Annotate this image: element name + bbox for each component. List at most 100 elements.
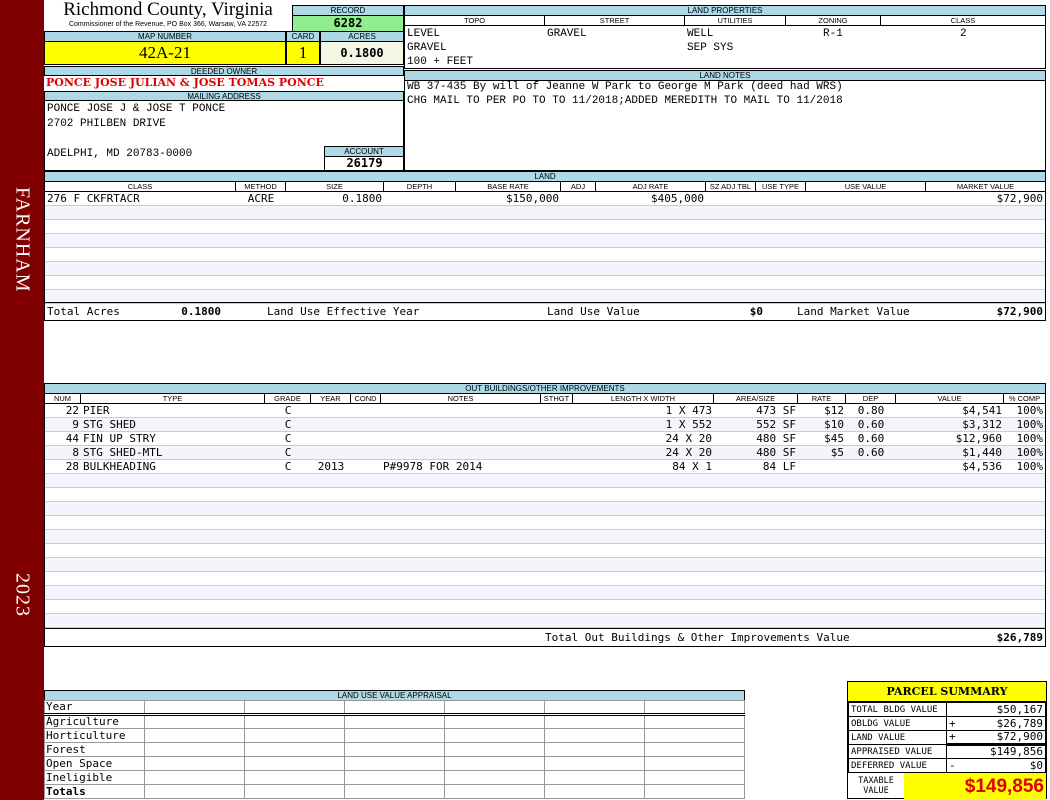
land-use-cell [544, 728, 645, 743]
table-row [45, 488, 1045, 502]
table-cell: 100% [1016, 460, 1044, 473]
table-cell [383, 446, 539, 460]
column-header: AREA/SIZE [714, 394, 798, 404]
summary-value: $50,167 [946, 702, 1046, 717]
col-utilities: UTILITIES [685, 16, 786, 26]
table-cell [386, 192, 454, 206]
land-total-use: $0 [749, 305, 763, 318]
land-use-cell [444, 770, 545, 785]
summary-row: DEFERRED VALUE - $0 [848, 758, 1046, 773]
table-cell: 28 [65, 460, 79, 473]
column-header: COND [351, 394, 381, 404]
deeded-owner-value: PONCE JOSE JULIAN & JOSE TOMAS PONCE [46, 76, 324, 89]
land-use-cell [244, 784, 345, 799]
table-row: 8 STG SHED-MTL C 24 X 20 480 SF $5 0.60 $1,440 1… [45, 446, 1045, 460]
mailing-line-3: ADELPHI, MD 20783-0000 [47, 148, 193, 160]
col-street: STREET [545, 16, 685, 26]
summary-value: - $0 [946, 758, 1046, 773]
summary-value: + $72,900 [946, 730, 1046, 746]
land-use-cell [544, 784, 645, 799]
table-cell: 2013 [317, 460, 345, 473]
table-row [45, 586, 1045, 600]
land-use-cell [644, 728, 745, 743]
column-header: RATE [798, 394, 846, 404]
summary-label: LAND VALUE [848, 730, 947, 745]
table-cell [543, 432, 571, 446]
table-row [45, 262, 1045, 276]
table-cell: 552 SF [756, 418, 796, 431]
table-cell: 100% [1016, 404, 1044, 417]
col-topo: TOPO [405, 16, 545, 26]
land-use-row-label: Year [44, 700, 145, 716]
summary-amount: $0 [1029, 758, 1043, 772]
land-use-cell [344, 714, 445, 729]
table-row [45, 290, 1045, 304]
utilities-1: WELL [687, 28, 714, 40]
column-header: BASE RATE [456, 182, 561, 192]
land-use-cell [144, 784, 245, 799]
table-cell: $12,960 [955, 432, 1002, 445]
land-total-year-label: Land Use Effective Year [267, 305, 420, 318]
table-row: 22 PIER C 1 X 473 473 SF $12 0.80 $4,541 100% [45, 404, 1045, 418]
table-cell: 100% [1016, 418, 1044, 431]
summary-row: APPRAISED VALUE $149,856 [848, 744, 1046, 759]
summary-label: DEFERRED VALUE [848, 758, 947, 773]
land-use-row: Ineligible [44, 770, 745, 785]
table-cell: $150,000 [506, 192, 559, 205]
outbuildings-total-label: Total Out Buildings & Other Improvements… [545, 631, 850, 644]
table-row: 276 F CKFRTACR ACRE 0.1800 $150,000 $405,000… [45, 192, 1045, 206]
table-cell: STG SHED-MTL [83, 446, 163, 459]
table-cell: 1 X 473 [665, 404, 712, 417]
land-use-cell [144, 742, 245, 757]
land-use-cell [244, 770, 345, 785]
land-use-row: Horticulture [44, 728, 745, 743]
table-row: 44 FIN UP STRY C 24 X 20 480 SF $45 0.60 $12,96… [45, 432, 1045, 446]
land-total-use-label: Land Use Value [547, 305, 640, 318]
land-use-cell [544, 742, 645, 757]
land-use-cell [244, 756, 345, 771]
land-use-cell [144, 714, 245, 729]
table-row [45, 234, 1045, 248]
table-cell: 0.60 [857, 432, 885, 445]
column-header: SIZE [286, 182, 384, 192]
column-header: % COMP [1004, 394, 1045, 404]
table-cell: 100% [1016, 432, 1044, 445]
table-cell [383, 404, 539, 418]
table-cell: P#9978 FOR 2014 [383, 460, 483, 473]
table-cell [800, 460, 844, 474]
summary-row: OBLDG VALUE + $26,789 [848, 716, 1046, 731]
table-cell: 100% [1016, 446, 1044, 459]
parcel-summary-title: PARCEL SUMMARY [848, 682, 1046, 702]
column-header: DEP [846, 394, 896, 404]
land-use-row: Agriculture [44, 714, 745, 729]
land-use-cell [644, 700, 745, 716]
table-cell [353, 418, 379, 432]
table-row [45, 516, 1045, 530]
table-cell [313, 404, 349, 418]
table-cell: $45 [824, 432, 844, 445]
summary-row: TOTAL BLDG VALUE $50,167 [848, 702, 1046, 717]
outbuildings-total-value: $26,789 [996, 631, 1043, 644]
mailing-address-box [44, 100, 404, 171]
table-cell [543, 404, 571, 418]
column-header: CLASS [45, 182, 236, 192]
table-cell: $405,000 [651, 192, 704, 205]
district-sidebar: FARNHAM 2023 [0, 0, 44, 800]
table-cell [758, 192, 804, 206]
table-cell: 22 [65, 404, 79, 417]
table-cell [313, 418, 349, 432]
land-use-row-label: Agriculture [44, 714, 145, 729]
utilities-2: SEP SYS [687, 42, 734, 54]
table-row [45, 600, 1045, 614]
table-cell: $1,440 [962, 446, 1002, 459]
table-row [45, 248, 1045, 262]
table-cell [848, 460, 894, 474]
table-row: 9 STG SHED C 1 X 552 552 SF $10 0.60 $3,312 100% [45, 418, 1045, 432]
land-use-cell [444, 700, 545, 716]
table-cell: $5 [830, 446, 844, 459]
street-1: GRAVEL [547, 28, 587, 40]
land-properties-box: TOPO STREET UTILITIES ZONING CLASS LEVEL… [404, 15, 1046, 69]
land-use-row: Year [44, 700, 745, 716]
column-header: TYPE [81, 394, 265, 404]
column-header: GRADE [265, 394, 311, 404]
